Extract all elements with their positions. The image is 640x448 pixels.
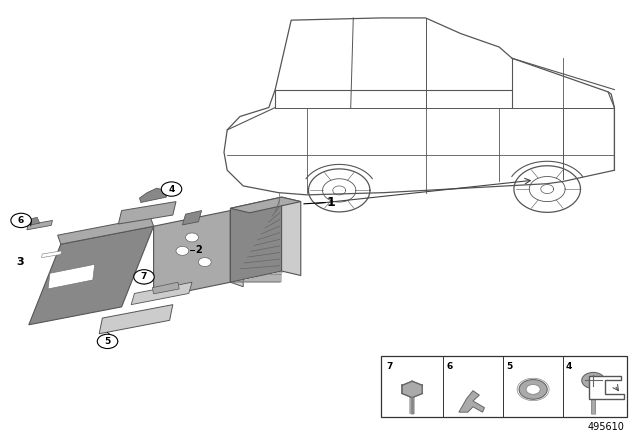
Polygon shape [27, 220, 52, 230]
Circle shape [134, 270, 154, 284]
Polygon shape [140, 188, 166, 202]
Text: 3: 3 [17, 257, 24, 267]
Polygon shape [154, 211, 230, 298]
Polygon shape [28, 217, 40, 225]
Polygon shape [58, 217, 154, 244]
Circle shape [11, 213, 31, 228]
Text: 7: 7 [386, 362, 392, 370]
Polygon shape [230, 197, 301, 213]
Text: 4: 4 [168, 185, 175, 194]
Text: 7: 7 [141, 272, 147, 281]
Polygon shape [182, 211, 202, 225]
Text: 1: 1 [326, 196, 335, 209]
Text: 495610: 495610 [587, 422, 624, 432]
Polygon shape [459, 391, 484, 412]
Circle shape [186, 233, 198, 242]
Polygon shape [402, 381, 422, 397]
Text: 6: 6 [18, 216, 24, 225]
Text: 4: 4 [566, 362, 572, 370]
Polygon shape [230, 197, 282, 282]
Polygon shape [118, 202, 176, 224]
Circle shape [176, 246, 189, 255]
Circle shape [161, 182, 182, 196]
Polygon shape [131, 282, 192, 305]
Circle shape [519, 379, 547, 399]
Text: 5: 5 [104, 337, 111, 346]
FancyBboxPatch shape [381, 356, 627, 417]
Polygon shape [282, 197, 301, 276]
Circle shape [97, 334, 118, 349]
Polygon shape [99, 305, 173, 334]
Circle shape [582, 372, 605, 388]
Polygon shape [230, 211, 243, 287]
Polygon shape [48, 264, 95, 289]
Polygon shape [589, 376, 624, 399]
Circle shape [526, 384, 540, 394]
Text: 6: 6 [446, 362, 452, 370]
Polygon shape [42, 251, 61, 258]
Text: 2: 2 [195, 245, 202, 254]
Polygon shape [29, 226, 154, 325]
Circle shape [198, 258, 211, 267]
Polygon shape [152, 282, 179, 294]
Text: 5: 5 [506, 362, 513, 370]
